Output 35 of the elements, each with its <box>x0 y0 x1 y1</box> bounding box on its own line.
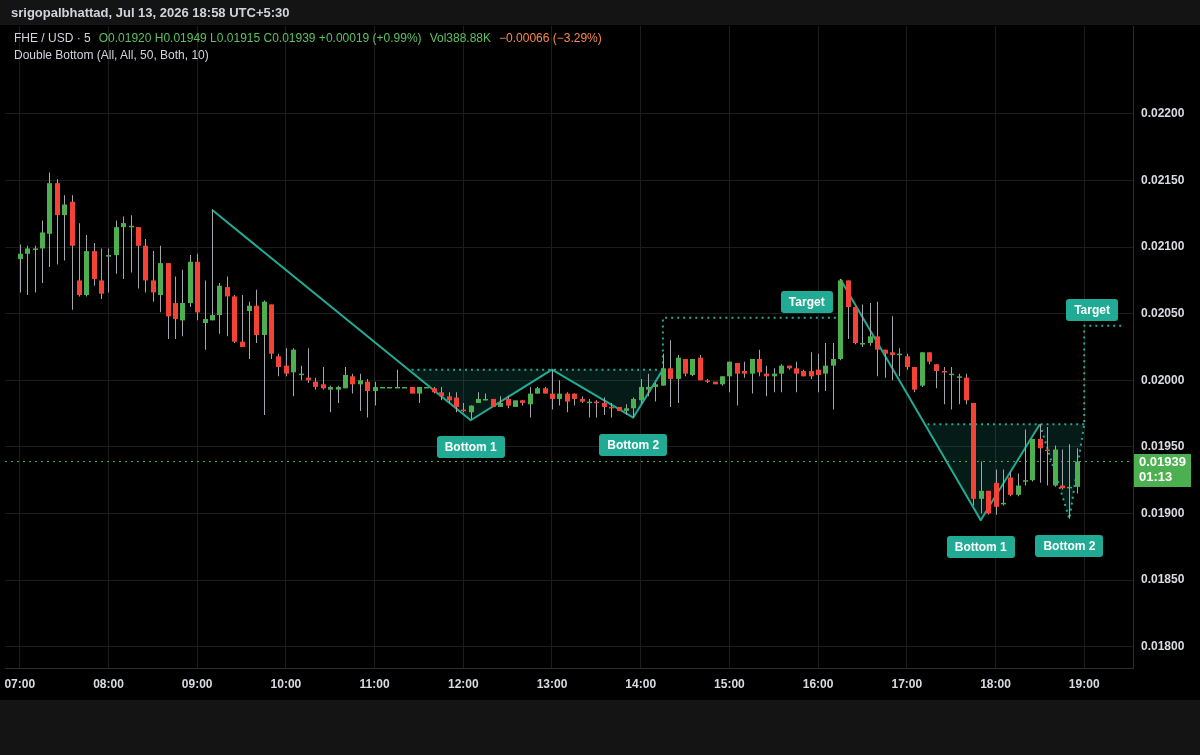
x-tick-label: 07:00 <box>4 676 36 691</box>
y-tick-label: 0.02000 <box>1141 372 1185 387</box>
annotation: Bottom 1 <box>946 536 1015 559</box>
x-tick-label: 15:00 <box>714 676 746 691</box>
x-tick-label: 11:00 <box>359 676 390 691</box>
y-tick-label: 0.01900 <box>1141 505 1185 520</box>
annotation: −0.00066 (−3.29%) <box>499 31 602 45</box>
text: O0.01920 H0.01949 L0.01915 C0.01939 +0.00019 (+0.99%) <box>98 31 422 45</box>
annotation: Vol388.88K <box>429 31 492 45</box>
y-tick-label: 0.02150 <box>1141 172 1185 187</box>
x-tick-label: 12:00 <box>447 676 479 691</box>
x-tick-label: 17:00 <box>891 676 923 691</box>
annotation: Bottom 2 <box>1035 534 1104 557</box>
y-tick-label: 0.01800 <box>1141 639 1185 653</box>
x-tick-label: 18:00 <box>980 676 1012 691</box>
annotation: Double Bottom (All, All, 50, Both, 10) <box>14 48 209 62</box>
y-tick-label: 0.02050 <box>1141 306 1185 321</box>
y-tick-label: 0.02200 <box>1141 106 1185 121</box>
annotation: Bottom 1 <box>436 436 505 459</box>
x-tick-label: 09:00 <box>181 676 213 691</box>
x-tick-label: 19:00 <box>1068 676 1100 691</box>
x-tick-label: 10:00 <box>270 676 302 691</box>
x-tick-label: 08:00 <box>93 676 125 691</box>
y-tick-label: 0.01950 <box>1141 439 1185 454</box>
text: FHE / USD · 5 <box>14 31 91 45</box>
annotation: Target <box>1066 298 1118 321</box>
text: srigopalbhattad, Jul 13, 2026 18:58 UTC+5:30 <box>11 5 290 20</box>
annotation: Target <box>780 290 833 313</box>
y-tick-label: 0.01850 <box>1141 572 1185 587</box>
x-tick-label: 13:00 <box>536 676 568 691</box>
x-tick-label: 16:00 <box>802 676 834 691</box>
x-tick-label: 14:00 <box>625 676 657 691</box>
ref-line-label: 0.01939 01:13 <box>1134 453 1191 487</box>
y-tick-label: 0.02100 <box>1141 239 1185 254</box>
annotation: Bottom 2 <box>599 433 668 456</box>
